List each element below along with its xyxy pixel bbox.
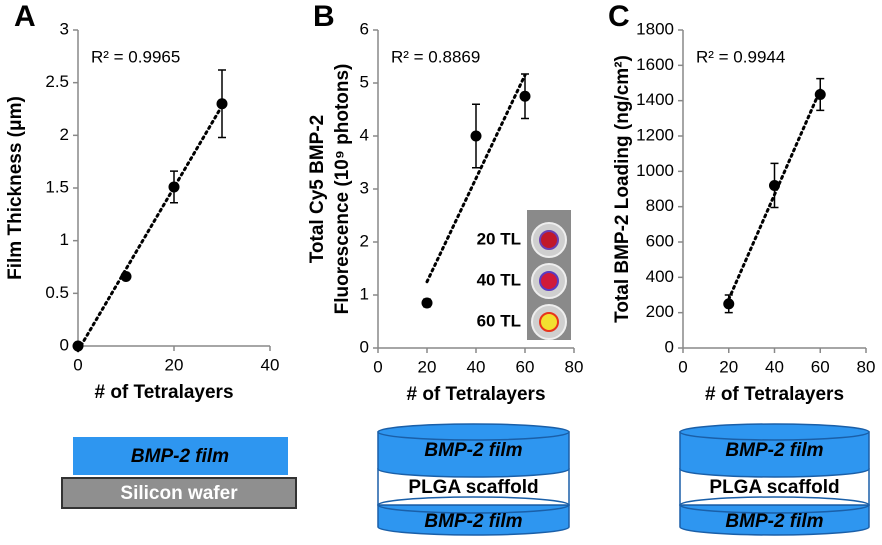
- x-tick-label: 80: [565, 357, 584, 376]
- panel-letter: C: [608, 0, 630, 33]
- inset-label: 20 TL: [477, 229, 521, 248]
- x-tick-label: 0: [678, 357, 687, 376]
- top-label: BMP-2 film: [725, 440, 823, 461]
- y-tick-label: 2: [60, 125, 69, 144]
- x-tick-label: 80: [857, 357, 876, 376]
- x-axis-title: # of Tetralayers: [94, 382, 233, 403]
- y-tick-label: 1000: [636, 161, 674, 180]
- x-tick-label: 20: [719, 357, 738, 376]
- top-face: [679, 423, 870, 441]
- top-face: [377, 423, 570, 441]
- y-tick-label: 600: [646, 231, 674, 250]
- x-tick-label: 60: [516, 357, 535, 376]
- y-axis-title: Fluorescence (10⁹ photons): [332, 64, 353, 315]
- x-axis-title: # of Tetralayers: [705, 384, 844, 405]
- x-tick-label: 40: [467, 357, 486, 376]
- data-point: [519, 90, 531, 102]
- trendline: [425, 73, 527, 284]
- film-label: BMP-2 film: [131, 446, 229, 467]
- trendline: [76, 104, 224, 353]
- y-tick-label: 1400: [636, 90, 674, 109]
- substrate-layer: [61, 477, 297, 509]
- film-layer: [73, 437, 288, 475]
- panel-letter: A: [14, 0, 36, 33]
- y-tick-label: 4: [360, 125, 369, 144]
- top-label: BMP-2 film: [424, 440, 522, 461]
- y-tick-label: 1: [60, 230, 69, 249]
- bottom-label: BMP-2 film: [424, 511, 522, 532]
- x-tick-label: 20: [165, 355, 184, 374]
- well-signal: [539, 312, 559, 332]
- y-tick-label: 6: [360, 19, 369, 38]
- x-tick-label: 60: [811, 357, 830, 376]
- middle-label: PLGA scaffold: [408, 477, 538, 498]
- y-axis-title: Film Thickness (μm): [5, 96, 26, 280]
- bottom-label: BMP-2 film: [725, 511, 823, 532]
- x-tick-label: 40: [261, 355, 280, 374]
- x-axis-title: # of Tetralayers: [406, 384, 545, 405]
- r-squared: R² = 0.8869: [391, 47, 480, 66]
- x-tick-label: 0: [73, 355, 82, 374]
- well-signal: [539, 271, 559, 291]
- y-tick-label: 1200: [636, 125, 674, 144]
- y-tick-label: 1800: [636, 19, 674, 38]
- r-squared: R² = 0.9944: [696, 47, 785, 66]
- x-tick-label: 20: [418, 357, 437, 376]
- y-tick-label: 200: [646, 302, 674, 321]
- middle-edge: [377, 496, 570, 514]
- y-axis-title: Total Cy5 BMP-2: [307, 115, 328, 264]
- top-layer: [679, 431, 870, 478]
- substrate-label: Silicon wafer: [120, 483, 238, 504]
- y-tick-label: 1: [360, 284, 369, 303]
- y-tick-label: 0: [60, 335, 69, 354]
- middle-edge: [679, 496, 870, 514]
- data-point: [216, 98, 228, 110]
- y-tick-label: 5: [360, 72, 369, 91]
- well-signal: [539, 230, 559, 250]
- data-point: [769, 179, 780, 191]
- y-tick-label: 1.5: [45, 177, 69, 196]
- data-point: [120, 270, 132, 282]
- data-point: [168, 181, 180, 193]
- y-tick-label: 0: [360, 337, 369, 356]
- data-point: [814, 88, 826, 100]
- inset-label: 60 TL: [477, 311, 521, 330]
- r-squared: R² = 0.9965: [91, 47, 180, 66]
- y-tick-label: 0: [665, 337, 674, 356]
- data-point: [723, 298, 735, 310]
- data-point: [72, 340, 84, 352]
- y-axis-title: Total BMP-2 Loading (ng/cm²): [612, 55, 633, 323]
- y-tick-label: 3: [60, 19, 69, 38]
- y-tick-label: 1600: [636, 55, 674, 74]
- y-tick-label: 0.5: [45, 283, 69, 302]
- x-tick-label: 40: [765, 357, 784, 376]
- data-point: [421, 297, 433, 309]
- y-tick-label: 2.5: [45, 72, 69, 91]
- x-tick-label: 0: [373, 357, 382, 376]
- top-layer: [377, 431, 570, 478]
- y-tick-label: 400: [646, 267, 674, 286]
- y-tick-label: 3: [360, 178, 369, 197]
- y-tick-label: 800: [646, 196, 674, 215]
- data-point: [470, 130, 482, 142]
- panel-letter: B: [313, 0, 335, 33]
- middle-label: PLGA scaffold: [709, 477, 839, 498]
- inset-label: 40 TL: [477, 270, 521, 289]
- y-tick-label: 2: [360, 231, 369, 250]
